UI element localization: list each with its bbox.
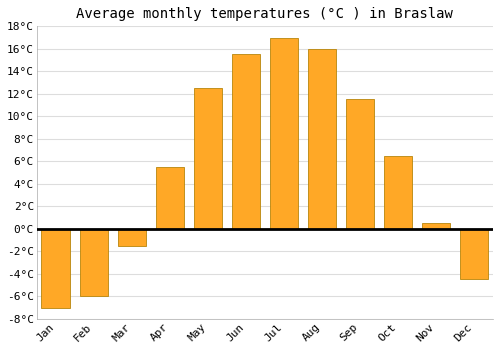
Bar bbox=[460, 229, 488, 280]
Bar bbox=[384, 156, 412, 229]
Bar bbox=[308, 49, 336, 229]
Bar bbox=[80, 229, 108, 296]
Title: Average monthly temperatures (°C ) in Braslaw: Average monthly temperatures (°C ) in Br… bbox=[76, 7, 454, 21]
Bar bbox=[118, 229, 146, 246]
Bar bbox=[422, 223, 450, 229]
Bar bbox=[232, 54, 260, 229]
Bar bbox=[194, 88, 222, 229]
Bar bbox=[270, 37, 298, 229]
Bar bbox=[346, 99, 374, 229]
Bar bbox=[156, 167, 184, 229]
Bar bbox=[42, 229, 70, 308]
